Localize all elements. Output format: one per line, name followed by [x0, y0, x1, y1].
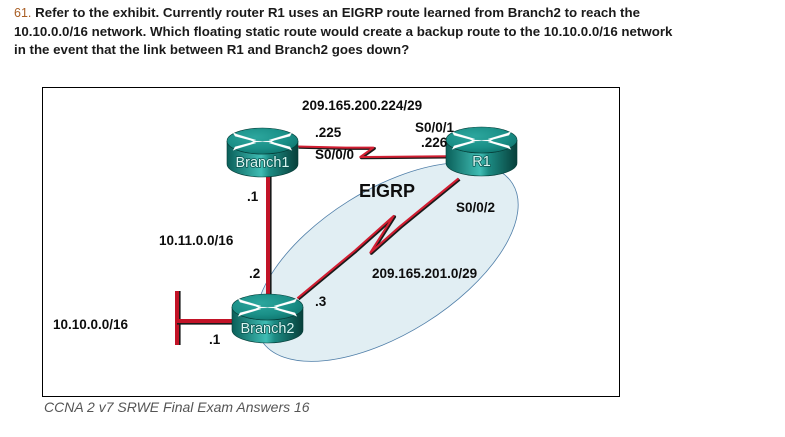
svg-text:209.165.201.0/29: 209.165.201.0/29 — [372, 266, 477, 281]
svg-text:Branch1: Branch1 — [235, 155, 289, 171]
svg-text:10.11.0.0/16: 10.11.0.0/16 — [159, 233, 234, 248]
svg-text:.226: .226 — [421, 135, 448, 150]
svg-text:.1: .1 — [209, 332, 221, 347]
svg-text:EIGRP: EIGRP — [359, 181, 415, 201]
svg-text:209.165.200.224/29: 209.165.200.224/29 — [302, 98, 422, 113]
svg-text:10.10.0.0/16: 10.10.0.0/16 — [53, 317, 129, 332]
svg-text:S0/0/1: S0/0/1 — [415, 120, 455, 135]
svg-text:S0/0/2: S0/0/2 — [456, 200, 495, 215]
svg-text:Branch2: Branch2 — [240, 321, 294, 337]
svg-text:.2: .2 — [249, 266, 260, 281]
svg-text:.3: .3 — [315, 294, 327, 309]
svg-text:S0/0/0: S0/0/0 — [315, 147, 354, 162]
svg-text:.1: .1 — [247, 189, 259, 204]
svg-text:.225: .225 — [315, 125, 342, 140]
svg-text:R1: R1 — [472, 154, 491, 170]
